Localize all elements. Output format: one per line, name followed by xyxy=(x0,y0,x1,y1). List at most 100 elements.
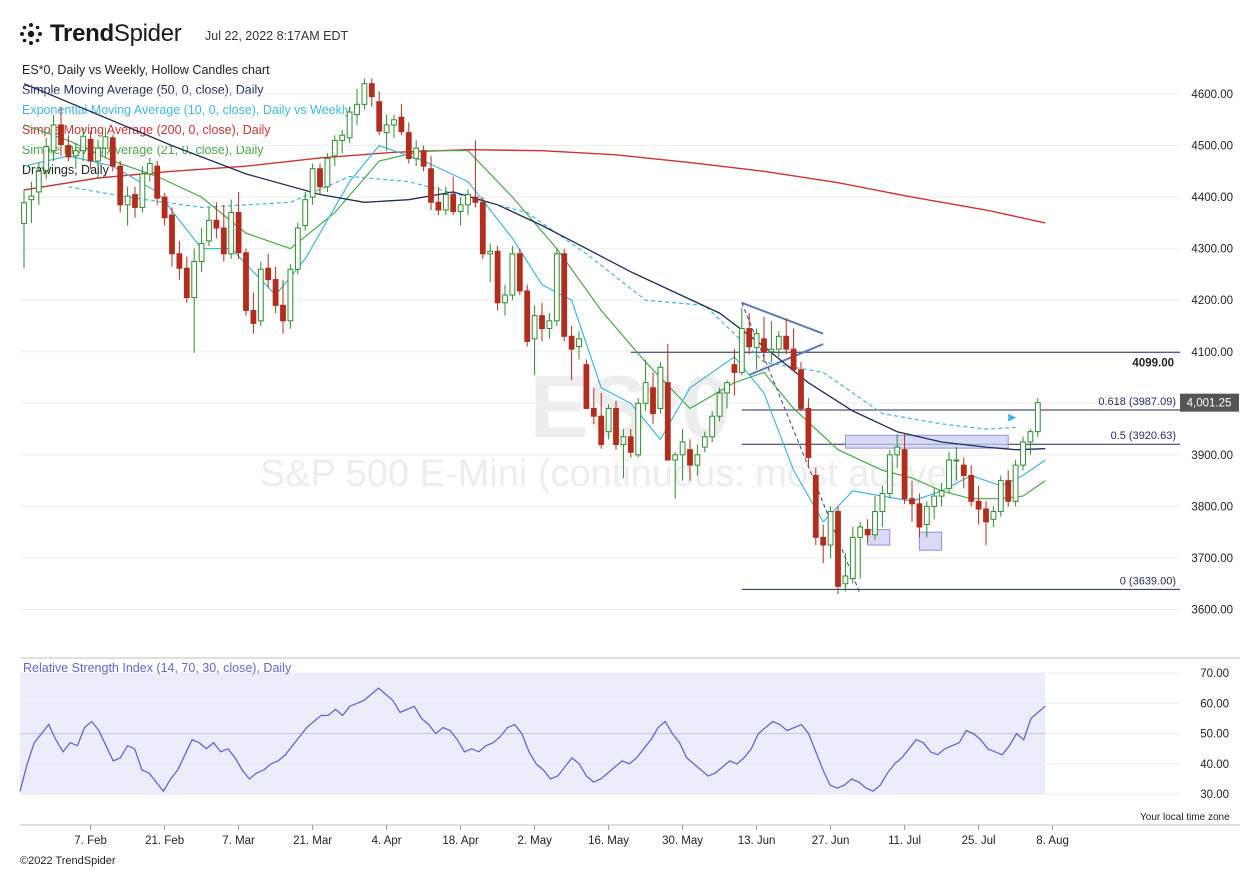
candle xyxy=(923,501,930,538)
candle xyxy=(413,140,420,167)
candle-body xyxy=(43,146,50,171)
candle xyxy=(561,248,568,342)
x-tick-label: 11. Jul xyxy=(888,835,921,847)
candle-body xyxy=(220,227,227,255)
candle xyxy=(627,429,634,458)
candle xyxy=(391,114,397,138)
candle xyxy=(398,104,405,136)
candle xyxy=(494,246,501,311)
candle-body xyxy=(716,392,723,417)
candle xyxy=(228,199,235,259)
candle-body xyxy=(635,402,642,456)
candle xyxy=(132,186,138,218)
last-price-box xyxy=(1180,393,1239,412)
candle xyxy=(701,431,708,453)
candle xyxy=(176,240,183,280)
candle xyxy=(864,519,871,543)
candle xyxy=(235,191,242,259)
candle xyxy=(761,316,767,363)
candle xyxy=(87,131,94,169)
candle xyxy=(835,506,841,595)
candle xyxy=(487,243,494,283)
candle-body xyxy=(857,526,864,538)
candle-body xyxy=(879,493,886,513)
x-tick-label: 7. Mar xyxy=(222,835,255,847)
candle-body xyxy=(701,436,708,448)
rsi-tick-label: 50.00 xyxy=(1200,729,1229,741)
candle xyxy=(72,142,79,169)
x-tick-label: 8. Aug xyxy=(1036,835,1069,847)
brand-name: TrendSpider xyxy=(50,20,182,48)
candle xyxy=(161,192,168,226)
legend-sma200[interactable]: Simple Moving Average (200, 0, close), D… xyxy=(22,123,271,137)
legend-chart-title[interactable]: ES*0, Daily vs Weekly, Hollow Candles ch… xyxy=(22,63,270,77)
candle xyxy=(605,404,612,440)
candle xyxy=(287,264,294,329)
price-tick-label: 3700.00 xyxy=(1191,553,1233,565)
candle-body xyxy=(672,454,679,461)
x-tick-label: 27. Jun xyxy=(812,835,850,847)
price-tick-label: 4500.00 xyxy=(1191,141,1233,153)
candle xyxy=(250,292,257,334)
candle-body xyxy=(605,407,612,433)
candle xyxy=(450,176,457,216)
candle xyxy=(43,137,50,180)
candle xyxy=(783,318,790,355)
candle-body xyxy=(250,310,257,324)
rsi-panel: 70.00 60.00 50.00 40.00 30.00 xyxy=(19,668,1229,801)
candle xyxy=(650,372,656,424)
candle-body xyxy=(642,382,649,404)
candles xyxy=(21,78,1041,595)
candle-body xyxy=(309,168,316,198)
candle xyxy=(953,447,960,481)
candle-body xyxy=(109,137,116,167)
candle xyxy=(901,434,908,504)
candle xyxy=(169,207,175,267)
candle xyxy=(191,248,198,353)
candle xyxy=(317,163,323,195)
candle xyxy=(909,480,915,522)
candle-body xyxy=(916,503,923,528)
candle-body xyxy=(539,315,545,330)
candle xyxy=(775,331,782,357)
candle-body xyxy=(428,168,434,203)
candle-body xyxy=(679,441,686,456)
candle-body xyxy=(1012,464,1019,502)
candle xyxy=(331,135,338,167)
candle xyxy=(109,135,116,172)
candle-body xyxy=(354,103,360,116)
candle xyxy=(724,380,730,409)
candle xyxy=(894,434,901,468)
candle xyxy=(716,387,723,422)
candle xyxy=(502,284,508,316)
candle xyxy=(139,166,146,213)
candle-body xyxy=(753,333,760,349)
candle xyxy=(509,246,516,301)
rsi-legend[interactable]: Relative Strength Index (14, 70, 30, clo… xyxy=(23,661,292,675)
candle-body xyxy=(968,474,975,502)
sma200-line xyxy=(23,148,1046,224)
candle xyxy=(420,145,427,172)
candle-body xyxy=(849,536,856,580)
candle-body xyxy=(687,449,693,466)
legend-ema10[interactable]: Exponential Moving Average (10, 0, close… xyxy=(22,103,351,117)
brand-name-bold: Trend xyxy=(50,20,114,47)
candle-body xyxy=(472,196,479,203)
candle-body xyxy=(287,268,294,322)
candle-body xyxy=(331,139,338,157)
candle-body xyxy=(620,436,627,446)
candle xyxy=(1027,429,1034,455)
x-tick-label: 16. May xyxy=(588,835,629,847)
candle xyxy=(154,161,161,205)
candle xyxy=(435,186,442,216)
candle xyxy=(1012,460,1019,507)
candle-body xyxy=(442,194,449,211)
candle-body xyxy=(50,124,57,152)
candle-body xyxy=(191,261,198,299)
candle xyxy=(80,127,87,162)
candle xyxy=(997,475,1004,517)
candle xyxy=(265,253,272,288)
watermark: ES*0S&P 500 E-Mini (continuous: most act… xyxy=(260,357,961,495)
candle-body xyxy=(502,294,508,304)
